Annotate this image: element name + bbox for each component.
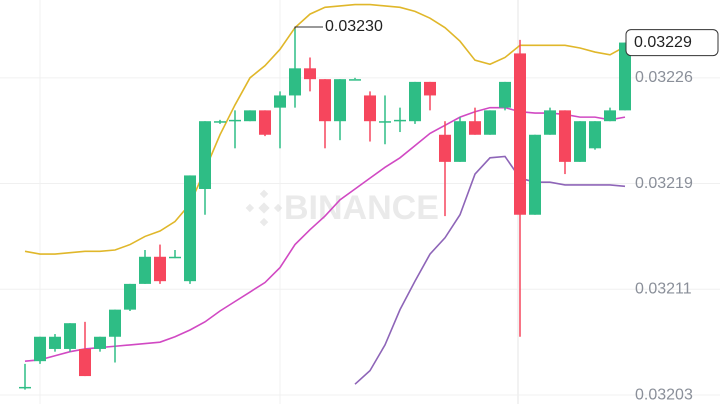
watermark: BINANCE bbox=[245, 189, 439, 227]
y-tick-label: 0.03203 bbox=[635, 386, 693, 403]
high-label: 0.03230 bbox=[325, 18, 383, 35]
candle-body bbox=[439, 134, 451, 162]
candle-body bbox=[529, 134, 541, 215]
candle-body bbox=[289, 68, 301, 96]
candle-body bbox=[574, 121, 586, 162]
candle-body bbox=[79, 348, 91, 377]
candle-body bbox=[514, 53, 526, 215]
candle-body bbox=[379, 121, 391, 123]
watermark-text: BINANCE bbox=[284, 189, 439, 227]
band-line bbox=[24, 3, 626, 255]
candle-body bbox=[409, 81, 421, 122]
candle-body bbox=[19, 386, 31, 389]
candle-body bbox=[169, 256, 181, 259]
candle-body bbox=[229, 119, 241, 122]
candle-body bbox=[484, 110, 496, 135]
candle-body bbox=[469, 121, 481, 135]
candle-body bbox=[349, 79, 361, 81]
candle-body bbox=[604, 110, 616, 122]
candle-body bbox=[139, 256, 151, 284]
candle-body bbox=[154, 256, 166, 282]
y-tick-label: 0.03211 bbox=[635, 281, 692, 298]
candle-body bbox=[499, 81, 511, 108]
candle-body bbox=[394, 119, 406, 122]
candle-body bbox=[109, 309, 121, 337]
y-tick-label: 0.03226 bbox=[635, 69, 693, 86]
candle-body bbox=[304, 68, 316, 80]
candle-body bbox=[259, 110, 271, 135]
candle-body bbox=[559, 110, 571, 162]
candle-body bbox=[589, 121, 601, 149]
candle-body bbox=[34, 336, 46, 362]
y-tick-label: 0.03219 bbox=[635, 175, 693, 192]
candle-body bbox=[94, 336, 106, 349]
candle-body bbox=[244, 110, 256, 122]
candle-body bbox=[184, 175, 196, 282]
candle-body bbox=[544, 110, 556, 135]
candle-body bbox=[454, 121, 466, 162]
candle-body bbox=[64, 323, 76, 349]
last-price-label: 0.03229 bbox=[634, 34, 692, 51]
candle-body bbox=[334, 79, 346, 122]
candle-body bbox=[214, 121, 226, 123]
high-pointer bbox=[294, 26, 323, 30]
candle-body bbox=[364, 95, 376, 122]
candle-body bbox=[619, 42, 631, 111]
candle-body bbox=[49, 336, 61, 349]
candle-body bbox=[319, 79, 331, 122]
candle-body bbox=[274, 95, 286, 108]
candle-body bbox=[124, 283, 136, 310]
candle-body bbox=[199, 121, 211, 189]
last-price-box bbox=[625, 29, 719, 57]
band-line bbox=[354, 155, 626, 385]
candle-body bbox=[424, 81, 436, 96]
